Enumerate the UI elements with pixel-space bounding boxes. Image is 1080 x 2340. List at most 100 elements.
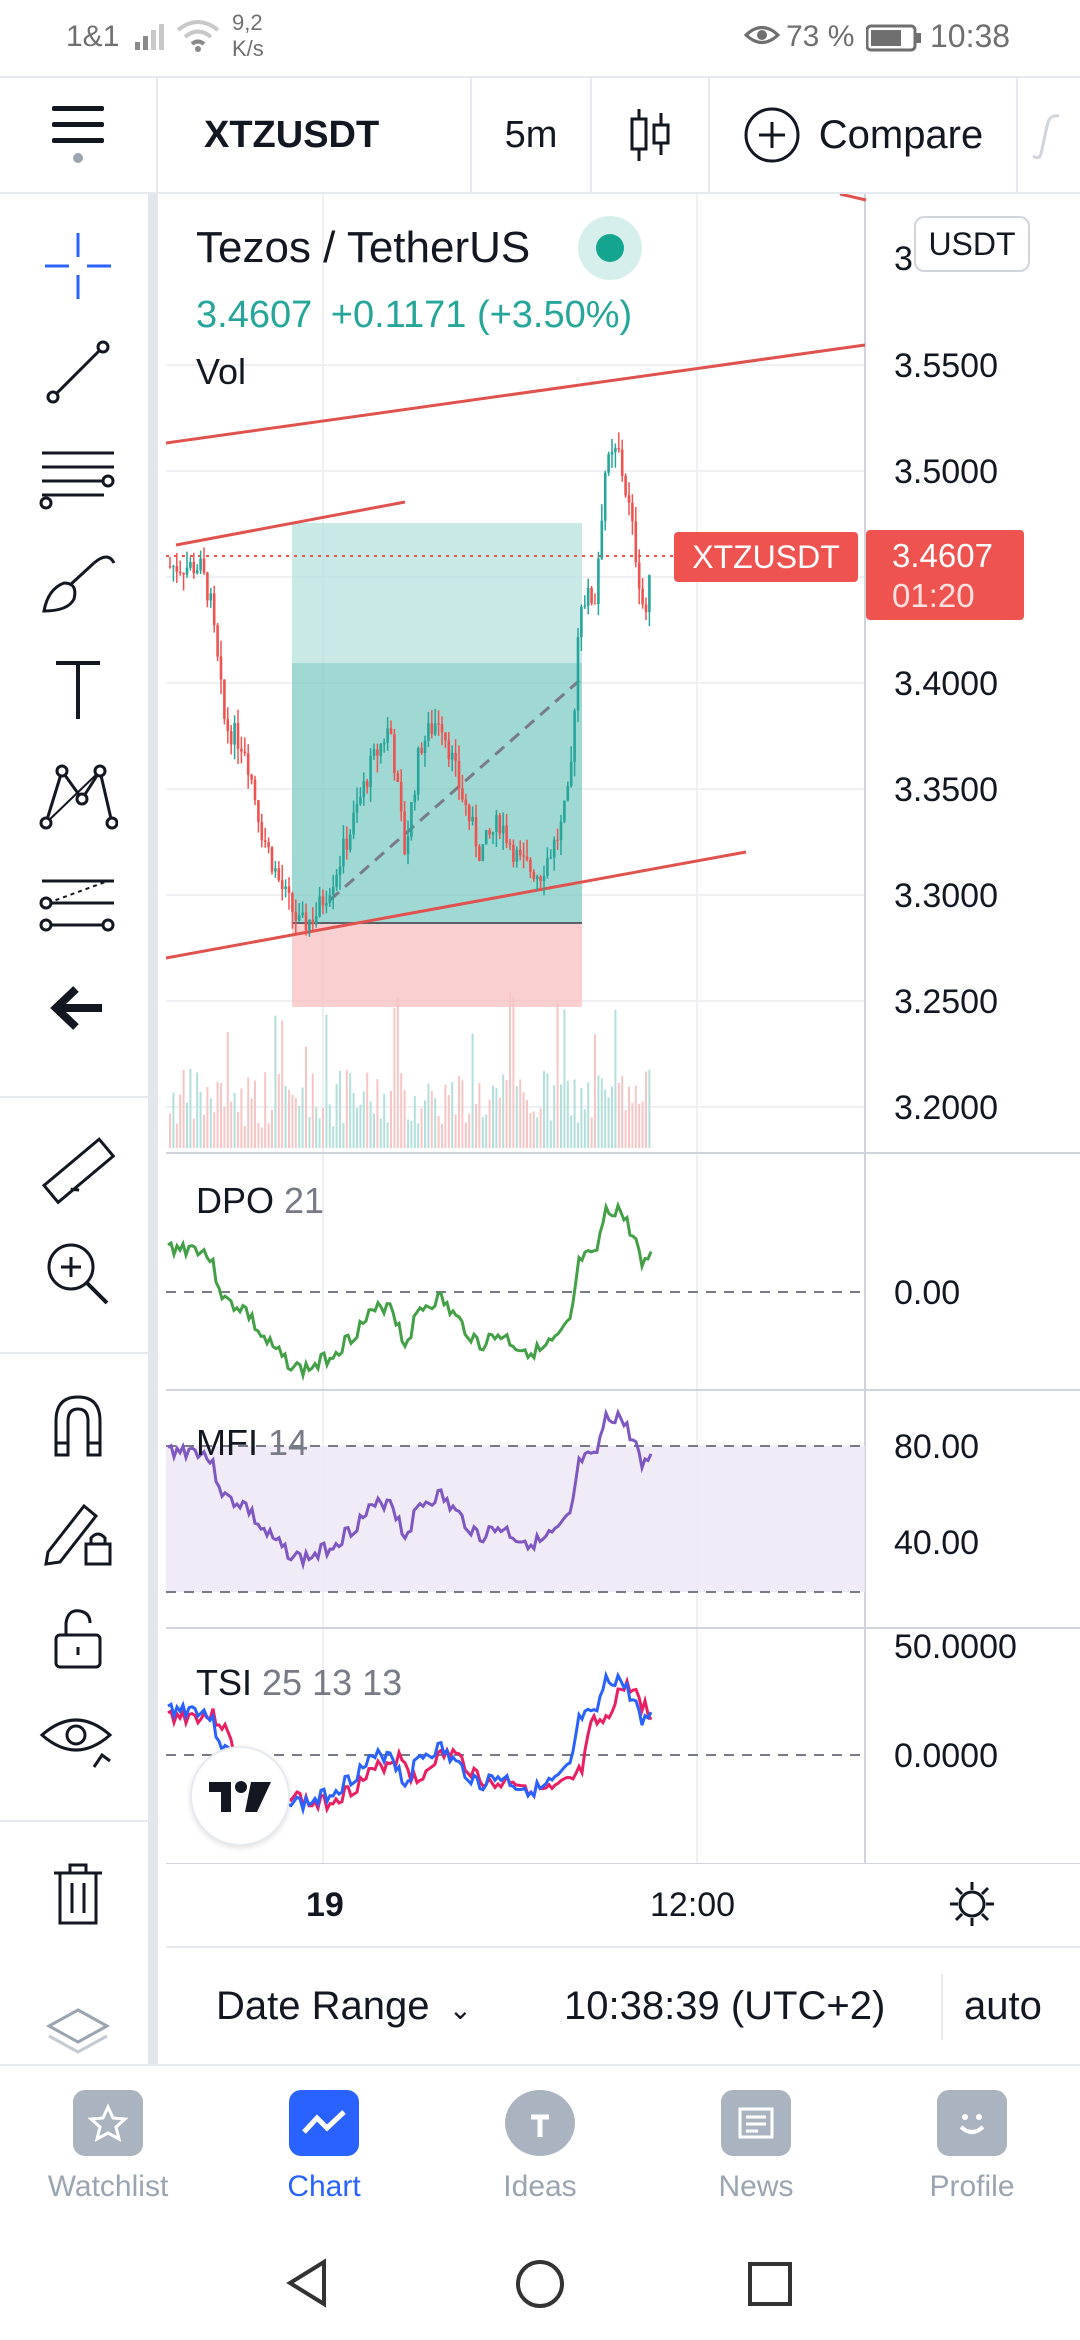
volume-bar: [631, 1102, 634, 1148]
currency-button[interactable]: USDT: [914, 216, 1030, 272]
volume-bar: [328, 1104, 331, 1148]
volume-bar: [199, 1091, 202, 1148]
dpo-axis-label: 0.00: [894, 1274, 961, 1312]
volume-bar: [376, 1079, 379, 1148]
home-icon[interactable]: [514, 2258, 566, 2310]
position-stop-zone[interactable]: [292, 923, 582, 1007]
volume-bar: [250, 1098, 253, 1148]
last-price-tag: 3.4607 01:20: [866, 530, 1024, 620]
candle-body: [365, 781, 369, 788]
candle-body: [522, 855, 525, 857]
channel-lower-line[interactable]: [166, 850, 747, 960]
measure-tool[interactable]: [28, 1120, 128, 1220]
candle-body: [413, 794, 417, 803]
nav-chart[interactable]: Chart: [234, 2090, 414, 2204]
nav-profile[interactable]: Profile: [882, 2090, 1062, 2204]
settings-icon[interactable]: [946, 1878, 998, 1930]
prediction-tool[interactable]: [28, 852, 128, 952]
compare-button[interactable]: Compare: [710, 78, 1018, 192]
price-chart[interactable]: [166, 194, 1080, 1864]
candle-body: [308, 919, 311, 931]
volume-bar: [213, 1112, 216, 1148]
candle-body: [576, 637, 580, 711]
lock-all-tool[interactable]: [28, 1588, 128, 1688]
candle-body: [274, 868, 277, 872]
candle-body: [168, 566, 172, 568]
chart-icon: [289, 2090, 359, 2156]
candle-body: [484, 830, 488, 845]
volume-bar: [583, 1109, 586, 1148]
indicators-button[interactable]: [1018, 78, 1080, 192]
volume-bars: [169, 992, 651, 1148]
candle-body: [185, 567, 189, 575]
nav-watchlist[interactable]: Watchlist: [18, 2090, 198, 2204]
market-status-icon[interactable]: [578, 216, 643, 280]
recents-icon[interactable]: [746, 2260, 794, 2308]
nav-ideas[interactable]: Ideas: [450, 2090, 630, 2204]
candle-body: [280, 880, 284, 890]
candle-body: [515, 849, 519, 862]
nav-news[interactable]: News: [666, 2090, 846, 2204]
pattern-tool[interactable]: [28, 746, 128, 846]
channel-short-line[interactable]: [175, 500, 406, 547]
symbol-search-button[interactable]: XTZUSDT: [162, 78, 472, 192]
candle-body: [525, 856, 529, 860]
candle-body: [396, 773, 400, 783]
candle-body: [624, 476, 627, 496]
auto-scale-button[interactable]: auto: [964, 1984, 1042, 2028]
lock-drawings-tool[interactable]: [28, 1482, 128, 1582]
volume-bar: [352, 1092, 355, 1148]
mfi-band: [166, 1446, 865, 1592]
candle-body: [321, 896, 325, 906]
candle-body: [393, 734, 396, 774]
compare-label: Compare: [818, 112, 984, 157]
candle-body: [314, 916, 318, 925]
trend-line-tool[interactable]: [28, 322, 128, 422]
brush-tool[interactable]: [28, 534, 128, 634]
wifi-icon: [176, 20, 220, 52]
hide-drawings-tool[interactable]: [28, 1690, 128, 1790]
volume-bar: [264, 1072, 267, 1148]
volume-bar: [634, 1085, 637, 1148]
channel-upper-line[interactable]: [166, 343, 866, 445]
bottom-navigation: Watchlist Chart Ideas News Profile: [0, 2064, 1080, 2224]
back-button[interactable]: [28, 958, 128, 1058]
dpo-label[interactable]: DPO 21: [196, 1180, 325, 1221]
volume-bar: [325, 1014, 328, 1148]
timezone-clock[interactable]: 10:38:39 (UTC+2): [564, 1984, 886, 2028]
battery-percent: 73 %: [786, 20, 855, 53]
mfi-label[interactable]: MFI 14: [196, 1422, 309, 1463]
candle-body: [369, 755, 372, 788]
tsi-label[interactable]: TSI 25 13 13: [196, 1662, 403, 1703]
menu-button[interactable]: [0, 78, 158, 192]
volume-bar: [179, 1094, 182, 1148]
pattern-icon: [39, 764, 118, 830]
crosshair-tool[interactable]: [28, 216, 128, 316]
ruler-icon: [41, 1137, 116, 1205]
zoom-tool[interactable]: [28, 1224, 128, 1324]
volume-bar: [254, 1080, 256, 1148]
interval-button[interactable]: 5m: [472, 78, 592, 192]
last-price: 3.4607: [196, 294, 313, 336]
chart-type-button[interactable]: [592, 78, 710, 192]
volume-bar: [288, 1089, 290, 1148]
text-tool[interactable]: [28, 640, 128, 740]
volume-bar: [532, 1111, 535, 1148]
volume-bar: [577, 1122, 579, 1148]
date-range-button[interactable]: Date Range ⌄: [216, 1984, 473, 2028]
price-change: 3.4607 +0.1171 (+3.50%): [196, 294, 642, 337]
volume-bar: [475, 1104, 477, 1148]
position-target-upper[interactable]: [292, 523, 582, 663]
volume-bar: [308, 1116, 311, 1148]
volume-bar: [515, 1085, 518, 1148]
remove-drawings-button[interactable]: [28, 1844, 128, 1944]
tradingview-logo[interactable]: [190, 1746, 290, 1846]
candle-body: [593, 603, 597, 605]
mfi-line: [167, 1408, 653, 1571]
candle-body: [563, 800, 566, 822]
back-icon[interactable]: [284, 2258, 332, 2308]
volume-bar: [311, 1073, 314, 1148]
object-tree-button[interactable]: [28, 1984, 128, 2084]
fib-tool[interactable]: [28, 428, 128, 528]
magnet-tool[interactable]: [28, 1376, 128, 1476]
